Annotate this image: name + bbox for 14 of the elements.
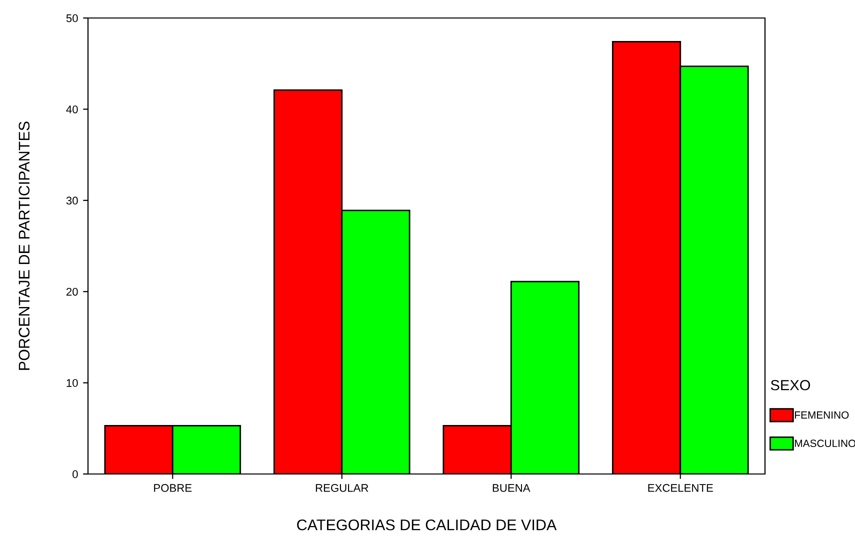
y-tick-label: 20 (66, 288, 78, 296)
y-tick-label: 50 (66, 14, 78, 22)
x-tick-label: POBRE (154, 484, 192, 492)
y-tick-label: 10 (66, 379, 78, 387)
x-tick-label: BUENA (492, 484, 530, 492)
legend-label: FEMENINO (795, 411, 849, 419)
y-tick-label: 0 (72, 470, 78, 478)
y-tick-label: 40 (66, 105, 78, 114)
x-tick-label: REGULAR (316, 484, 368, 492)
x-axis-title: CATEGORIAS DE CALIDAD DE VIDA (297, 519, 557, 530)
y-axis-title: PORCENTAJE DE PARTICIPANTES (18, 122, 30, 370)
legend-title: SEXO (770, 380, 810, 390)
y-tick-label: 30 (66, 196, 78, 205)
x-tick-label: EXCELENTE (648, 484, 713, 492)
